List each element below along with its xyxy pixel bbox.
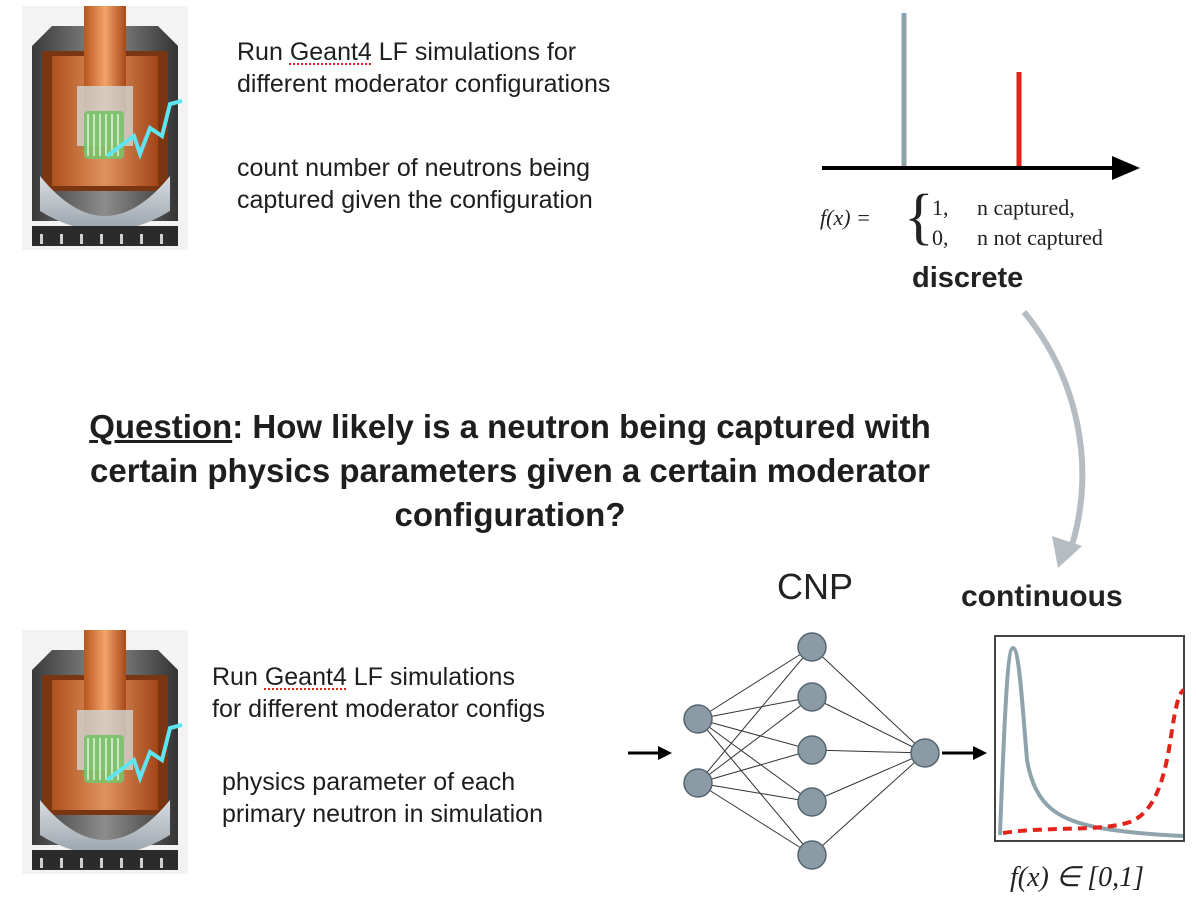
cnp-label: CNP <box>777 566 854 607</box>
bottom-run-line2: for different moderator configs <box>212 695 546 723</box>
question-text: Question: How likely is a neutron being … <box>0 405 1020 537</box>
question-line2: certain physics parameters given a certa… <box>89 452 931 489</box>
discrete-plot <box>822 13 1140 180</box>
formula-case2-value: 0, <box>932 225 949 250</box>
top-count-line1: count number of neutrons being <box>237 154 591 182</box>
curved-arrow-head <box>1052 536 1082 568</box>
bottom-physics-text: physics parameter of each primary neutro… <box>222 766 543 830</box>
top-count-text: count number of neutrons being captured … <box>237 152 593 216</box>
formula-case1-value: 1, <box>932 195 949 220</box>
formula-case1-text: n captured, <box>977 195 1075 220</box>
detector-image-bottom <box>20 628 190 876</box>
bottom-physics-line2: primary neutron in simulation <box>222 800 543 828</box>
bottom-physics-line1: physics parameter of each <box>222 768 516 796</box>
network-nodes <box>683 632 940 870</box>
bottom-run-text: Run Geant4 LF simulations for different … <box>212 661 545 725</box>
input-arrow-head <box>658 746 672 760</box>
detector-image-top <box>20 4 190 252</box>
top-run-pre: Run <box>237 38 290 66</box>
formula-lhs: f(x) = <box>820 205 871 230</box>
continuous-plot <box>994 635 1186 842</box>
network-edges <box>697 646 926 856</box>
top-geant4-word: Geant4 <box>289 38 372 66</box>
formula-case2-text: n not captured <box>977 225 1103 250</box>
bottom-geant4-word: Geant4 <box>264 663 347 691</box>
formula-cases: 1, n captured, 0, n not captured <box>932 193 1103 253</box>
bottom-run-pre: Run <box>212 663 265 691</box>
red-dashed-curve <box>1002 688 1186 835</box>
formula-brace: { <box>904 183 934 251</box>
top-count-line2: captured given the configuration <box>237 186 593 214</box>
question-prefix: Question <box>89 408 233 445</box>
question-line1: : How likely is a neutron being captured… <box>232 408 931 445</box>
discrete-label: discrete <box>912 262 1024 294</box>
top-run-text: Run Geant4 LF simulations for different … <box>237 36 610 100</box>
bottom-run-post: LF simulations <box>346 663 515 691</box>
question-line3: configuration? <box>394 496 626 533</box>
continuous-label: continuous <box>961 580 1123 613</box>
top-run-line2: different moderator configurations <box>237 70 611 98</box>
top-run-post: LF simulations for <box>371 38 577 66</box>
gray-curve <box>998 645 1184 838</box>
output-arrow-head <box>973 746 987 760</box>
range-label: f(x) ∈ [0,1] <box>1010 862 1145 893</box>
curved-arrow <box>1021 310 1086 546</box>
x-axis-arrowhead <box>1112 156 1140 180</box>
